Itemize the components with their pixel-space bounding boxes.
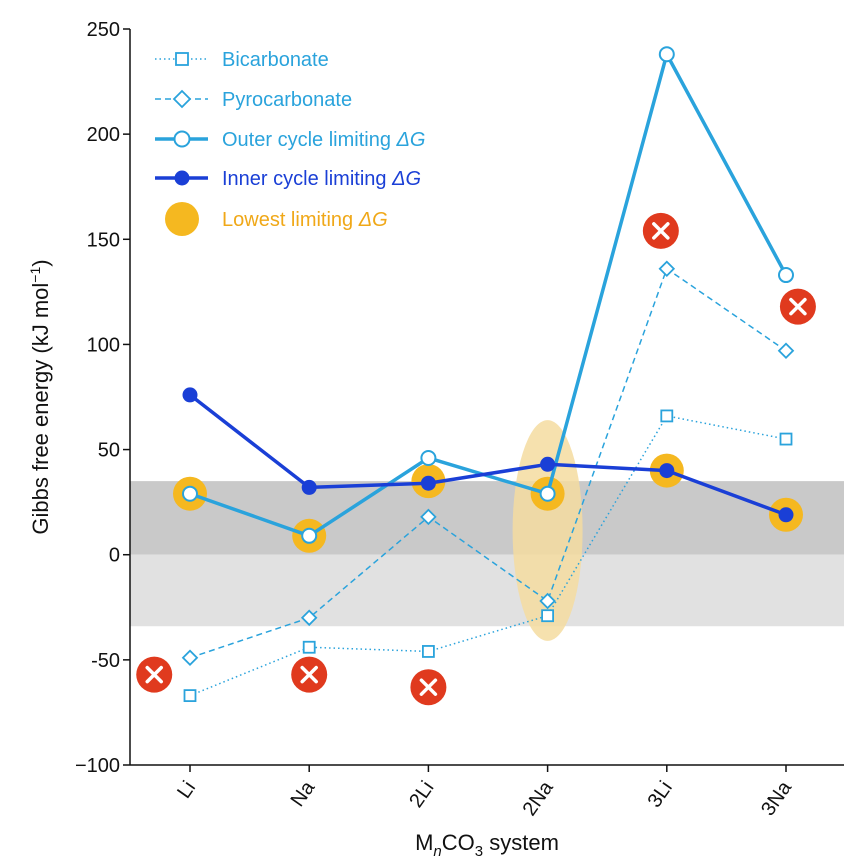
svg-text:Bicarbonate: Bicarbonate [222,49,329,71]
failure-marker-layer [136,212,816,706]
y-tick-label: 100 [87,334,120,356]
lowest-limiting-marker-icon [165,202,199,236]
inner-cycle-point [420,475,436,491]
legend: Bicarbonate Pyrocarbonate Outer cycle li… [155,49,425,236]
y-tick-label: 150 [87,229,120,251]
y-tick-label: -50 [91,650,120,672]
svg-text:Outer cycle limiting ΔG: Outer cycle limiting ΔG [222,129,425,151]
svg-text:Pyrocarbonate: Pyrocarbonate [222,89,352,111]
square-marker-icon [175,52,189,66]
x-axis-title: MnCO3 system [415,830,559,860]
failure-x-icon [291,656,328,693]
dark-band [130,481,844,555]
failure-cross [789,297,807,316]
x-tick-label: Na [287,777,320,811]
outer-cycle-point [778,267,794,284]
open-circle-marker-icon [173,130,191,148]
legend-item-outer-cycle: Outer cycle limiting ΔG [155,129,425,151]
legend-item-lowest-limiting: Lowest limiting ΔG [165,202,388,236]
pyrocarbonate-point [181,649,199,667]
legend-item-pyrocarbonate: Pyrocarbonate [155,89,352,111]
y-ticks: 250 200 150 100 50 0 -50 −100 [75,19,130,777]
x-tick-label: Li [173,777,200,802]
failure-x-icon [136,656,173,693]
failure-cross [145,665,163,684]
x-tick-label: 2Na [519,777,559,820]
highlight-ellipse-layer [512,420,583,641]
series-line-outer-cycle-limiting [189,52,788,538]
y-tick-label: 200 [87,124,120,146]
light-band [130,554,844,627]
highlight-ellipse [512,420,583,641]
diamond-marker-icon [172,89,192,109]
svg-text:Lowest limiting ΔG: Lowest limiting ΔG [222,209,388,231]
failure-cross [300,665,318,684]
legend-item-bicarbonate: Bicarbonate [155,49,329,71]
bicarbonate-point [421,645,435,658]
inner-cycle-point [540,456,556,472]
y-tick-label: −100 [75,755,120,777]
bicarbonate-point [660,409,674,423]
x-tick-label: 2Li [405,777,438,811]
outer-cycle-point [658,46,675,63]
series-line-inner-cycle-limiting [188,393,787,517]
failure-cross [419,678,438,696]
y-axis-title: Gibbs free energy (kJ mol−1) [27,259,53,534]
x-ticks: Li Na 2Li 2Na 3Li 3Na [173,765,797,820]
bicarbonate-point [183,689,197,703]
filled-circle-marker-icon [174,170,190,186]
inner-cycle-point [778,507,794,523]
y-tick-label: 0 [109,545,120,567]
outer-cycle-point [182,485,198,502]
pyrocarbonate-point [777,342,795,360]
bicarbonate-point [541,609,554,623]
legend-item-inner-cycle: Inner cycle limiting ΔG [155,168,421,190]
pyrocarbonate-point [658,260,676,277]
failure-x-icon [410,669,447,706]
pyrocarbonate-point [300,609,318,627]
y-tick-label: 250 [87,19,120,41]
failure-x-icon [642,212,679,249]
pyrocarbonate-point [539,592,556,610]
pyrocarbonate-point [420,508,437,526]
failure-cross [652,222,670,240]
failure-x-icon [779,288,816,325]
inner-cycle-point [659,463,675,479]
y-tick-label: 50 [98,440,120,462]
bicarbonate-point [302,640,316,654]
inner-cycle-point [301,479,317,495]
bicarbonate-point [779,432,793,446]
svg-text:Inner cycle limiting ΔG: Inner cycle limiting ΔG [222,168,421,190]
inner-cycle-point [182,387,198,403]
outer-cycle-point [539,485,556,502]
series-line-pyrocarbonate [189,267,787,659]
series-layer [181,46,795,703]
x-tick-label: 3Li [644,777,677,811]
background-bands [130,481,844,627]
x-tick-label: 3Na [757,777,797,820]
outer-cycle-point [420,449,437,466]
outer-cycle-point [301,527,318,544]
